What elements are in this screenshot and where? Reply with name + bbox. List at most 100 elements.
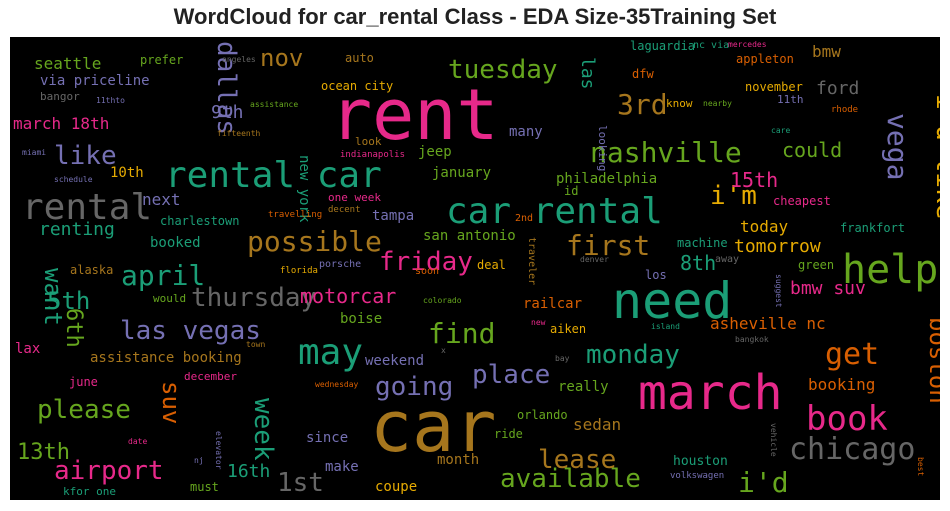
word-today: today	[740, 217, 789, 236]
word-x: x	[441, 346, 446, 355]
word-would: would	[153, 292, 186, 305]
word-los: los	[645, 268, 667, 282]
word-place: place	[472, 360, 550, 390]
word-airport: airport	[54, 456, 164, 486]
word-assistance-booking: assistance booking	[90, 350, 242, 366]
word-soon: soon	[415, 266, 439, 277]
word-miami: miami	[22, 148, 46, 157]
word-aiken: aiken	[550, 322, 586, 336]
word-new: new	[531, 318, 546, 327]
word-vehicle: vehicle	[769, 423, 778, 457]
word-8th: 8th	[680, 251, 716, 275]
word-bay: bay	[555, 354, 570, 363]
word-since: since	[306, 430, 348, 446]
word-nc-via: nc via	[693, 40, 729, 51]
wordcloud-svg: rent car need march car rental rental car rent…	[13, 39, 940, 499]
word-seattle: seattle	[34, 54, 101, 73]
word-vega: vega	[881, 113, 914, 180]
word-via-priceline: via priceline	[40, 73, 150, 89]
word-going: going	[375, 372, 453, 402]
word-5th: 5th	[47, 287, 90, 315]
word-nj: nj	[194, 456, 204, 465]
word-green: green	[798, 258, 834, 272]
word-9th: 9th	[211, 102, 244, 123]
word-suggest: suggest	[774, 274, 783, 308]
word-one-week: one week	[328, 191, 381, 204]
word-june: june	[69, 375, 98, 389]
word-look: look	[355, 135, 382, 148]
word-find: find	[428, 317, 495, 350]
word-available: available	[500, 464, 641, 494]
word-11th: 11th	[777, 93, 804, 106]
word-houston: houston	[673, 454, 728, 469]
word-many: many	[509, 124, 543, 140]
word-i-m: i'm	[710, 181, 757, 211]
word-need: need	[612, 272, 732, 330]
word-lease: lease	[538, 445, 616, 475]
word-book: book	[806, 399, 888, 439]
word-booked: booked	[150, 235, 201, 251]
word-march-18th: march 18th	[13, 114, 109, 133]
word-volkswagen: volkswagen	[670, 471, 724, 481]
word-island: island	[651, 322, 680, 331]
word-sedan: sedan	[573, 415, 621, 434]
word-care: care	[771, 126, 790, 135]
word-orlando: orlando	[517, 408, 568, 422]
word-nashville: nashville	[590, 136, 742, 169]
word-cheapest: cheapest	[773, 194, 831, 208]
word-town: town	[246, 340, 265, 349]
word-january: january	[432, 165, 491, 181]
word-bangkok: bangkok	[735, 335, 769, 344]
word-16th: 16th	[227, 461, 270, 482]
word-coupe: coupe	[375, 479, 417, 495]
word-nearby: nearby	[703, 99, 732, 108]
word-weekend: weekend	[365, 353, 424, 369]
word-march: march	[638, 365, 783, 421]
word-please: please	[37, 395, 131, 425]
word-decent: decent	[328, 205, 361, 215]
word-15th: 15th	[730, 168, 778, 192]
word-away: away	[715, 254, 739, 265]
word-may: may	[298, 332, 363, 373]
word-san-antonio: san antonio	[423, 228, 516, 244]
word-dfw: dfw	[632, 67, 654, 81]
word-florida: florida	[280, 266, 318, 276]
word-3rd: 3rd	[617, 88, 668, 121]
word-chicago: chicago	[789, 432, 915, 467]
word-id: id	[564, 184, 578, 198]
word-porsche: porsche	[319, 259, 361, 270]
word-november: november	[745, 80, 803, 94]
word-monday: monday	[586, 340, 680, 370]
word-bmw: bmw	[812, 42, 841, 61]
word-mercedes: mercedes	[728, 40, 767, 49]
word-kfor-one: kfor one	[63, 485, 116, 498]
word-laguardia: laguardia	[630, 39, 695, 53]
word-like: like	[54, 141, 117, 171]
word-make: make	[325, 459, 359, 475]
word-colorado: colorado	[423, 296, 462, 305]
word-thursday: thursday	[191, 283, 316, 313]
word-date: date	[128, 437, 147, 446]
word-railcar: railcar	[523, 296, 582, 312]
word-las-vegas: las vegas	[120, 316, 261, 346]
word-1st: 1st	[277, 468, 324, 498]
word-dallas: dallas	[211, 41, 241, 135]
word-charlestown: charlestown	[160, 214, 239, 228]
word-boston: boston	[924, 317, 940, 404]
word-prefer: prefer	[140, 53, 183, 67]
word-car: car	[370, 386, 496, 468]
word-auto: auto	[345, 51, 374, 65]
word-machine: machine	[677, 236, 728, 250]
word-elevator: elevator	[214, 431, 223, 470]
wordcloud-canvas: rent car need march car rental rental car rent…	[10, 37, 940, 500]
word-motorcar: motorcar	[300, 284, 396, 308]
word-bmw-suv: bmw suv	[790, 278, 866, 299]
word-rental: rental	[22, 187, 152, 228]
word-6th: 6th	[61, 308, 86, 348]
word-want: want	[39, 268, 67, 326]
word-schedule: schedule	[54, 175, 93, 184]
word-december: december	[184, 370, 237, 383]
word-april: april	[121, 259, 205, 292]
word-ride: ride	[494, 427, 523, 441]
word-10th: 10th	[110, 165, 144, 181]
